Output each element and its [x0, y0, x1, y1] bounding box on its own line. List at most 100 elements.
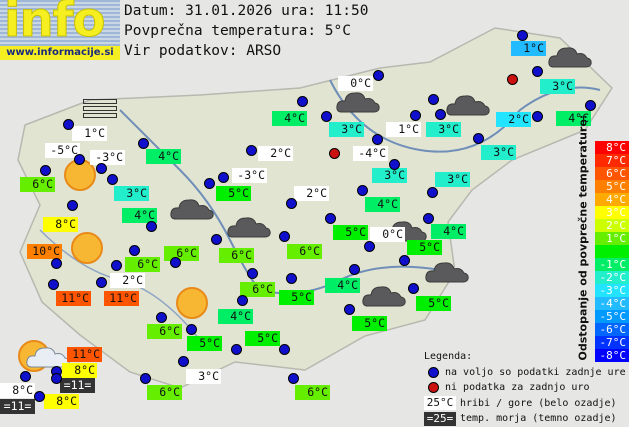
temperature-label: =11= — [0, 399, 35, 414]
station-dot[interactable] — [286, 198, 297, 209]
scale-row: -4°C — [595, 297, 629, 310]
station-dot[interactable] — [364, 241, 375, 252]
station-dot[interactable] — [140, 373, 151, 384]
legend: Legenda: na voljo so podatki zadnje ure … — [424, 349, 626, 427]
station-dot[interactable] — [532, 66, 543, 77]
logo[interactable]: info www.informacije.si — [0, 0, 120, 60]
scale-row: -7°C — [595, 336, 629, 349]
station-dot[interactable] — [585, 100, 596, 111]
station-dot[interactable] — [427, 187, 438, 198]
station-dot[interactable] — [211, 234, 222, 245]
cloud-icon — [362, 284, 406, 307]
station-dot[interactable] — [408, 283, 419, 294]
temperature-label: 3°C — [426, 122, 461, 137]
station-dot[interactable] — [63, 119, 74, 130]
legend-hill-text: hribi / gore (belo ozadje) — [460, 397, 617, 409]
station-dot[interactable] — [67, 200, 78, 211]
station-dot[interactable] — [51, 373, 62, 384]
legend-sea-text: temp. morja (temno ozadje) — [460, 413, 617, 425]
logo-text: info — [3, 0, 105, 48]
sea-sample: =25= — [424, 411, 456, 426]
station-dot[interactable] — [473, 133, 484, 144]
station-dot-missing[interactable] — [507, 74, 518, 85]
station-dot[interactable] — [286, 273, 297, 284]
station-dot[interactable] — [297, 96, 308, 107]
temperature-label: 11°C — [67, 347, 102, 362]
scale-row: -6°C — [595, 323, 629, 336]
station-dot[interactable] — [349, 264, 360, 275]
cloud-icon — [227, 215, 271, 238]
station-dot[interactable] — [178, 356, 189, 367]
station-dot[interactable] — [96, 277, 107, 288]
station-dot[interactable] — [74, 154, 85, 165]
scale-row: 1°C — [595, 232, 629, 245]
scale-row: -2°C — [595, 271, 629, 284]
station-dot[interactable] — [389, 159, 400, 170]
station-dot[interactable] — [231, 344, 242, 355]
temperature-label: 5°C — [187, 336, 222, 351]
station-dot[interactable] — [51, 258, 62, 269]
temperature-label: 4°C — [431, 224, 466, 239]
temperature-label: 10°C — [27, 244, 62, 259]
station-dot[interactable] — [435, 109, 446, 120]
partly-cloudy-icon — [26, 345, 70, 368]
temperature-label: 2°C — [496, 112, 531, 127]
scale-row — [595, 245, 629, 258]
station-dot[interactable] — [399, 255, 410, 266]
station-dot[interactable] — [279, 231, 290, 242]
station-dot[interactable] — [517, 30, 528, 41]
temperature-label: -4°C — [353, 146, 388, 161]
station-dot[interactable] — [373, 70, 384, 81]
station-dot[interactable] — [204, 178, 215, 189]
station-dot[interactable] — [279, 344, 290, 355]
station-dot[interactable] — [321, 111, 332, 122]
station-dot[interactable] — [423, 213, 434, 224]
temperature-label: 4°C — [218, 309, 253, 324]
station-dot[interactable] — [40, 165, 51, 176]
temperature-label: 3°C — [114, 186, 149, 201]
scale-row: 7°C — [595, 154, 629, 167]
sun-icon — [176, 287, 208, 319]
temperature-label: 4°C — [365, 197, 400, 212]
station-dot[interactable] — [129, 245, 140, 256]
temperature-label: 1°C — [386, 122, 421, 137]
red-dot-icon — [428, 382, 439, 394]
station-dot[interactable] — [428, 94, 439, 105]
temperature-label: 6°C — [147, 385, 182, 400]
station-dot[interactable] — [372, 134, 383, 145]
temperature-label: 6°C — [164, 246, 199, 261]
station-dot-missing[interactable] — [329, 148, 340, 159]
station-dot[interactable] — [247, 268, 258, 279]
logo-url[interactable]: www.informacije.si — [0, 46, 120, 60]
station-dot[interactable] — [146, 221, 157, 232]
station-dot[interactable] — [237, 295, 248, 306]
station-dot[interactable] — [111, 260, 122, 271]
station-dot[interactable] — [34, 391, 45, 402]
station-dot[interactable] — [107, 174, 118, 185]
temperature-label: 6°C — [147, 324, 182, 339]
station-dot[interactable] — [410, 110, 421, 121]
station-dot[interactable] — [288, 373, 299, 384]
station-dot[interactable] — [246, 145, 257, 156]
temperature-label: 0°C — [370, 227, 405, 242]
station-dot[interactable] — [96, 163, 107, 174]
scale-row: 5°C — [595, 180, 629, 193]
station-dot[interactable] — [20, 371, 31, 382]
temperature-label: 2°C — [294, 186, 329, 201]
station-dot[interactable] — [532, 111, 543, 122]
station-dot[interactable] — [344, 304, 355, 315]
station-dot[interactable] — [138, 138, 149, 149]
temperature-label: 6°C — [219, 248, 254, 263]
station-dot[interactable] — [218, 172, 229, 183]
station-dot[interactable] — [156, 312, 167, 323]
station-dot[interactable] — [186, 324, 197, 335]
temperature-label: 6°C — [287, 244, 322, 259]
station-dot[interactable] — [170, 257, 181, 268]
temperature-label: 1°C — [72, 126, 107, 141]
station-dot[interactable] — [48, 279, 59, 290]
temperature-label: 5°C — [216, 186, 251, 201]
temperature-label: 4°C — [146, 149, 181, 164]
temperature-label: 4°C — [122, 208, 157, 223]
station-dot[interactable] — [357, 185, 368, 196]
station-dot[interactable] — [325, 213, 336, 224]
